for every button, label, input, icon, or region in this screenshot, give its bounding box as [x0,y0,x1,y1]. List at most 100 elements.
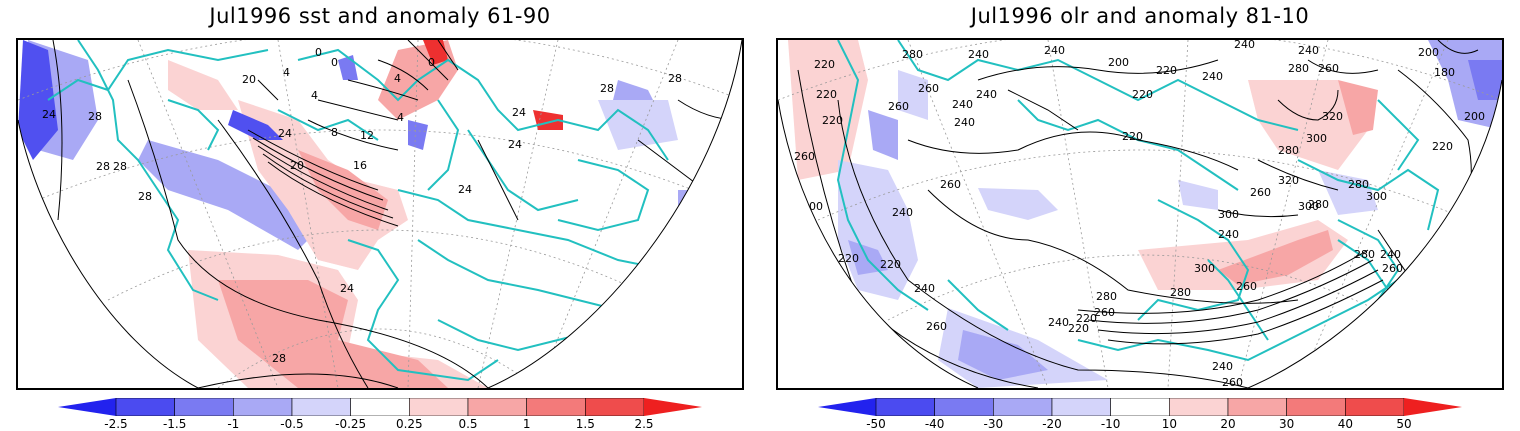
contour-label: 220 [1432,140,1453,153]
olr-warm-anomaly [1138,220,1348,290]
olr-cool-anomaly [1318,170,1378,215]
contour-label: 320 [1278,174,1299,187]
contour-label: 220 [1132,88,1153,101]
contour-label: 240 [914,282,935,295]
contour-label: 12 [360,129,374,142]
contour-label: 240 [1234,40,1255,51]
contour-label: 300 [1194,262,1215,275]
contour-label: 240 [1202,70,1223,83]
right-colorbar [818,398,1462,416]
contour-label: 24 [340,282,354,295]
contour-label: 280 [1170,286,1191,299]
olr-cool-anomaly [848,240,888,275]
olr-warm-anomaly [1248,80,1368,170]
contour-label: 280 [1288,62,1309,75]
contour-label: 280 [1278,144,1299,157]
contour-label: 24 [42,108,56,121]
left-colorbar [58,398,702,416]
colorbar-tick-label: 40 [1337,417,1353,431]
contour-label: 4 [394,72,401,85]
contour-label: 260 [926,320,947,333]
colorbar-tick-label: -1.5 [162,417,187,431]
colorbar-tick-label: 2.5 [634,417,654,431]
contour-label: 24 [458,183,472,196]
contour-label: 300 [1366,190,1387,203]
contour-label: 28 [272,352,286,365]
contour-label: 240 [1218,228,1239,241]
colorbar-tick-label: -10 [1100,417,1121,431]
colorbar-bin [585,398,645,416]
colorbar-bin [291,398,351,416]
contour-label: 24 [512,106,526,119]
colorbar-bin [934,398,994,416]
contour-label: 220 [816,88,837,101]
colorbar-tick-label: 1 [522,417,531,431]
contour-label: 320 [1322,110,1343,123]
colorbar-bin [174,398,234,416]
colorbar-bin [1169,398,1229,416]
left-map: 24 28 28 28 28 24 28 8 12 16 20 0 0 4 4 … [16,38,744,390]
olr-cool-anomaly [1178,180,1218,210]
contour-label: 240 [952,98,973,111]
contour-label: 220 [1076,312,1097,325]
contour-label: 28 [600,82,614,95]
contour-label: 240 [1044,44,1065,57]
contour-label: 240 [1298,44,1319,57]
contour-label: 260 [1250,186,1271,199]
contour-label: 240 [892,206,913,219]
contour-label: 240 [976,88,997,101]
colorbar-bin [350,398,410,416]
sst-cool-anomaly [228,110,283,140]
colorbar-bin [1345,398,1405,416]
olr-cool-anomaly [898,70,928,120]
colorbar-tick-label: 10 [1161,417,1177,431]
contour-label: 20 [290,159,304,172]
colorbar-arrow-low [818,398,876,416]
contour-label: 4 [311,89,318,102]
colorbar-tick-label: -30 [983,417,1004,431]
projection-boundary [18,40,742,388]
contour-label: 260 [1236,280,1257,293]
contour-label: 200 [1464,110,1485,123]
contour-label: 0 [331,56,338,69]
colorbar-tick-label: -2.5 [104,417,128,431]
olr-cool-anomaly [958,330,1048,380]
contour-label: 200 [1108,56,1129,69]
olr-contour-labels: 220 280 240 240 200 220 240 240 200 280 … [794,40,1485,388]
contour-label: 220 [822,114,843,127]
contour-label: 28 [113,160,127,173]
sst-cool-anomaly [598,100,678,150]
colorbar-bin [993,398,1053,416]
contour-label: 240 [1212,360,1233,373]
colorbar-bin [875,398,935,416]
contour-label: 4 [397,111,404,124]
contour-label: 16 [353,159,367,172]
olr-cool-anomaly [1468,60,1502,100]
colorbar-tick-label: 30 [1279,417,1295,431]
colorbar-tick-label: 0.25 [395,417,423,431]
contour-label: 200 [802,200,823,213]
colorbar-bin [1051,398,1111,416]
contour-label: 260 [1222,376,1243,388]
colorbar-tick-label: 1.5 [575,417,595,431]
colorbar-tick-label: -50 [866,417,886,431]
contour-label: 300 [1218,208,1239,221]
left-panel-title: Jul1996 sst and anomaly 61-90 [209,4,551,28]
contour-label: 220 [1122,130,1143,143]
contour-label: 240 [954,116,975,129]
colorbar-tick-label: -20 [1042,417,1062,431]
contour-label: 220 [1068,322,1089,335]
sst-warm-anomaly [218,280,448,388]
contour-label: 220 [814,58,835,71]
contour-label: 280 [902,48,923,61]
contour-label: 240 [968,48,989,61]
contour-label: 240 [1048,316,1069,329]
colorbar-bin [1110,398,1170,416]
contour-label: 0 [428,56,435,69]
colorbar-bin [1286,398,1346,416]
right-panel-title: Jul1996 olr and anomaly 81-10 [970,4,1310,28]
contour-label: 220 [1156,64,1177,77]
contour-label: 260 [1318,62,1339,75]
olr-contours [797,40,1479,388]
contour-label: 260 [918,82,939,95]
